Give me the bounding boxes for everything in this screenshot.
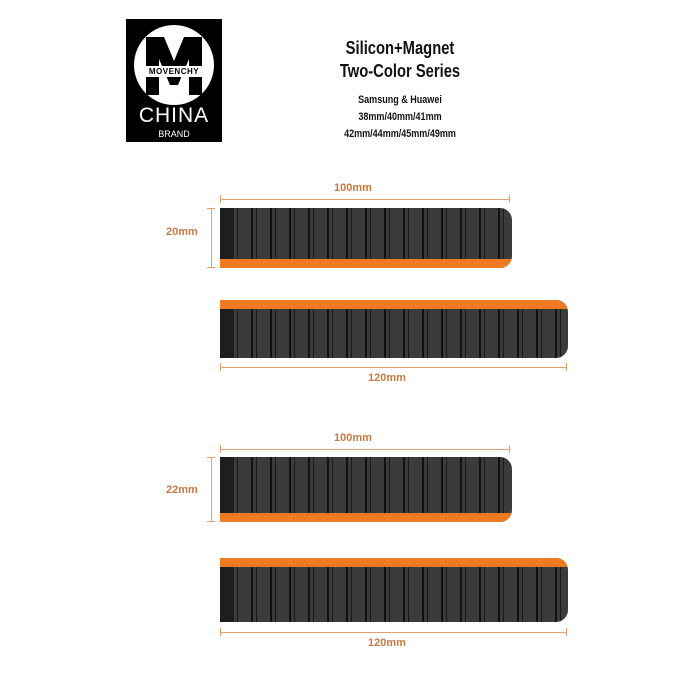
dim-line-100mm — [220, 195, 510, 203]
logo-letter-m — [144, 37, 204, 95]
logo-brand: BRAND — [158, 129, 190, 139]
dim-label-100mm: 100mm — [334, 432, 372, 444]
dim-line-100mm — [220, 445, 510, 453]
logo-circle: MOVENCHY — [134, 25, 214, 105]
dim-line-120mm — [220, 363, 567, 371]
dim-label-22mm: 22mm — [166, 484, 198, 496]
sizes-line1: 38mm/40mm/41mm — [358, 111, 442, 123]
sizes-line2: 42mm/44mm/45mm/49mm — [344, 128, 456, 140]
strap-short-20mm — [220, 208, 512, 268]
title-line2: Two-Color Series — [339, 61, 461, 81]
dim-label-120mm: 120mm — [368, 372, 406, 384]
strap-long-22mm — [220, 558, 568, 622]
logo-china: CHINA — [138, 104, 210, 127]
strap-short-22mm — [220, 457, 512, 522]
dim-line-120mm — [220, 628, 567, 636]
dim-label-120mm: 120mm — [368, 637, 406, 649]
brand-logo: MOVENCHY CHINA BRAND — [126, 19, 222, 142]
dim-label-100mm: 100mm — [334, 182, 372, 194]
dim-label-20mm: 20mm — [166, 226, 198, 238]
dim-line-22mm — [207, 457, 215, 522]
dim-line-20mm — [207, 208, 215, 268]
compatible-brands: Samsung & Huawei — [358, 94, 442, 106]
title-line1: Silicon+Magnet — [345, 38, 455, 58]
strap-long-20mm — [220, 300, 568, 358]
logo-wordmark: MOVENCHY — [148, 67, 200, 76]
